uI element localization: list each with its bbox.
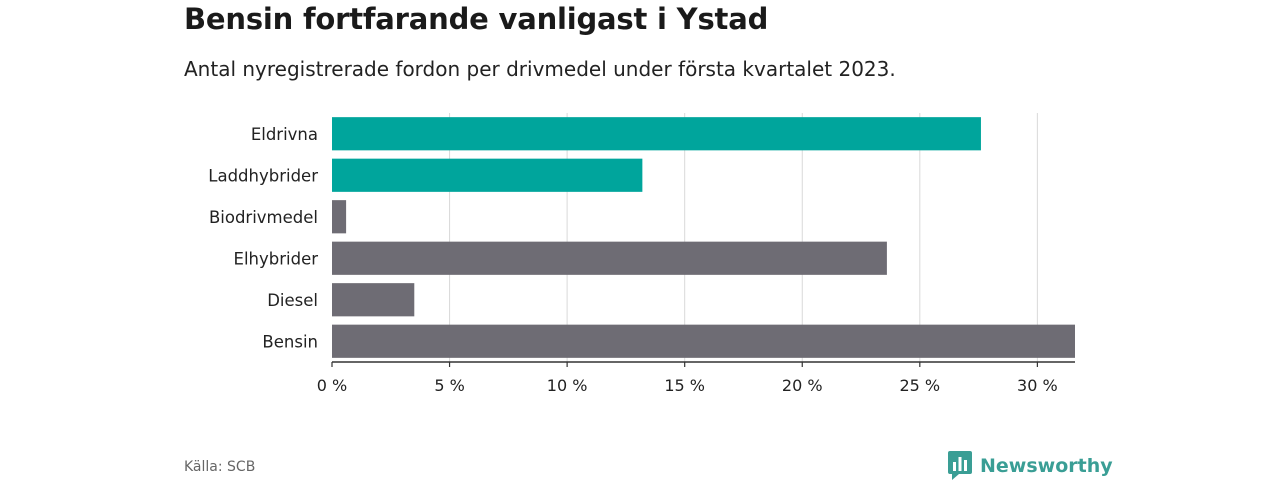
category-label: Elhybrider <box>234 249 319 268</box>
category-label: Bensin <box>262 332 318 351</box>
brand-name: Newsworthy <box>980 455 1113 477</box>
x-tick-label: 5 % <box>434 376 464 395</box>
category-label: Diesel <box>267 291 318 310</box>
x-tick-label: 10 % <box>547 376 588 395</box>
brand-logo: Newsworthy <box>948 451 1113 481</box>
x-tick-label: 30 % <box>1017 376 1058 395</box>
x-tick-label: 15 % <box>664 376 705 395</box>
category-label: Biodrivmedel <box>209 208 318 227</box>
x-tick-label: 0 % <box>317 376 347 395</box>
bar <box>332 283 415 317</box>
x-tick-label: 25 % <box>899 376 940 395</box>
chart-title: Bensin fortfarande vanligast i Ystad <box>184 2 769 36</box>
bar <box>332 241 887 275</box>
newsworthy-logo-icon <box>948 451 972 480</box>
chart-subtitle: Antal nyregistrerade fordon per drivmede… <box>184 57 896 81</box>
category-label: Eldrivna <box>251 125 318 144</box>
bar <box>332 117 981 151</box>
category-label: Laddhybrider <box>208 166 318 185</box>
bar <box>332 324 1075 358</box>
bar <box>332 158 643 192</box>
x-tick-label: 20 % <box>782 376 823 395</box>
source-note: Källa: SCB <box>184 459 256 475</box>
bar <box>332 200 347 234</box>
